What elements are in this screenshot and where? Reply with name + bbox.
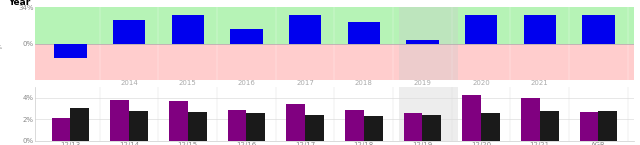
Bar [35, 44, 634, 80]
Bar [110, 100, 129, 141]
Bar [481, 113, 500, 141]
Bar [521, 98, 540, 141]
Bar [305, 115, 324, 141]
Bar [465, 15, 497, 44]
Bar [35, 7, 634, 44]
Bar [54, 44, 86, 58]
Text: Year: Year [8, 0, 31, 7]
Bar [540, 111, 559, 141]
Bar [345, 109, 364, 141]
Bar [70, 108, 89, 141]
Bar [188, 112, 207, 141]
Bar [172, 15, 204, 44]
Bar [348, 22, 380, 44]
Bar [399, 7, 458, 80]
Bar [364, 116, 383, 141]
Bar [113, 20, 145, 44]
Bar [404, 113, 422, 141]
Bar [399, 87, 458, 141]
Bar [406, 40, 438, 44]
Bar [422, 115, 441, 141]
Bar [52, 118, 70, 141]
Bar [289, 15, 321, 44]
Bar [462, 95, 481, 141]
Bar [524, 15, 556, 44]
Bar [129, 111, 148, 141]
Text: -34% 6%: -34% 6% [0, 45, 3, 50]
Bar [582, 15, 614, 44]
Bar [230, 29, 262, 44]
Bar [580, 112, 598, 141]
Bar [228, 109, 246, 141]
Bar [286, 104, 305, 141]
Bar [169, 101, 188, 141]
Bar [598, 111, 617, 141]
Bar [246, 113, 265, 141]
